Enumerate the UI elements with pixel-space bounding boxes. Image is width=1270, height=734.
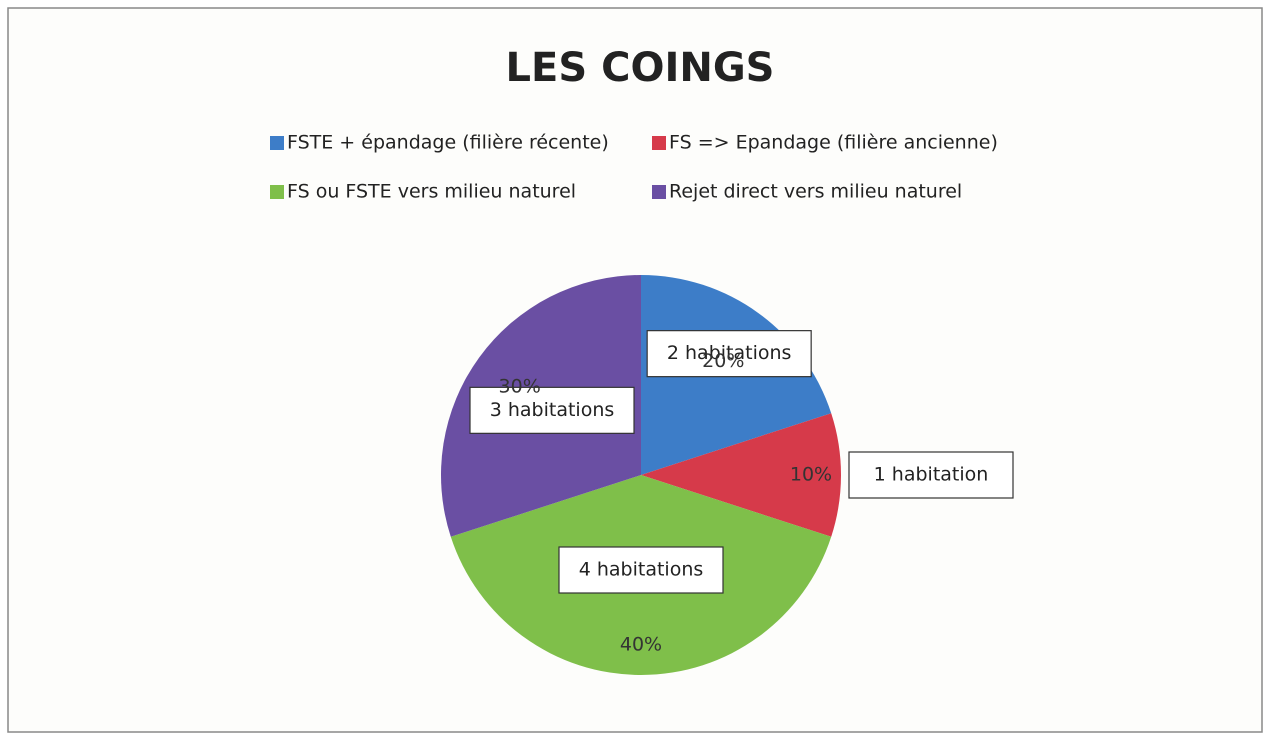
annotation-box — [469, 386, 635, 434]
legend-swatch — [652, 185, 666, 199]
annotation: 1 habitation — [874, 464, 989, 486]
annotation-box — [848, 451, 1014, 499]
annotation-box — [646, 330, 812, 378]
legend-label: Rejet direct vers milieu naturel — [669, 181, 962, 203]
annotation: 4 habitations — [579, 559, 704, 581]
legend-label: FS ou FSTE vers milieu naturel — [287, 181, 576, 203]
legend-label: FS => Epandage (filière ancienne) — [669, 132, 998, 154]
data-label: 30% — [499, 375, 541, 397]
chart-title: LES COINGS — [506, 45, 775, 91]
legend-label: FSTE + épandage (filière récente) — [287, 132, 609, 154]
data-label: 20% — [702, 350, 744, 372]
legend-swatch — [270, 185, 284, 199]
pie-slice — [641, 413, 841, 537]
annotation: 3 habitations — [490, 399, 615, 421]
annotation-box — [558, 546, 724, 594]
data-label: 40% — [620, 634, 662, 656]
legend-swatch — [270, 136, 284, 150]
legend-swatch — [652, 136, 666, 150]
data-label: 10% — [790, 464, 832, 486]
annotation: 2 habitations — [667, 342, 792, 364]
